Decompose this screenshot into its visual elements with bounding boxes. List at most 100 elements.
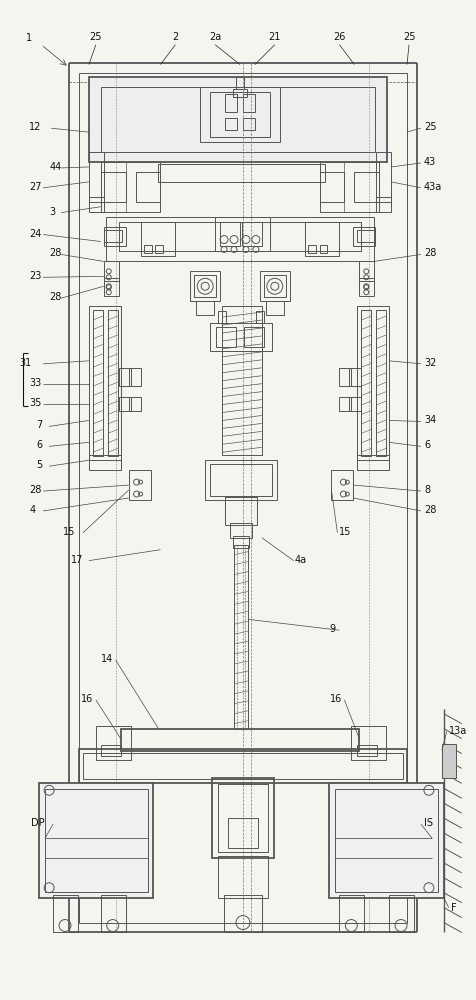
Bar [196,301,214,315]
Text: 43: 43 [423,157,435,167]
Bar [259,271,289,301]
Text: 43a: 43a [423,182,441,192]
Bar [339,895,364,932]
Bar [228,818,258,848]
Text: 1: 1 [26,33,32,43]
Bar [376,152,390,202]
Text: 12: 12 [29,122,41,132]
Bar [89,197,104,212]
Bar [106,217,373,261]
Text: 5: 5 [36,460,42,470]
Bar [242,118,254,130]
Text: 32: 32 [423,358,436,368]
Bar [120,729,358,751]
Bar [83,753,402,779]
Bar [225,497,257,525]
Bar [225,94,237,112]
Bar [236,77,243,89]
Text: 16: 16 [81,694,93,704]
Bar [100,172,125,202]
Bar [129,368,140,386]
Bar [89,455,120,470]
Bar [119,368,130,386]
Text: 6: 6 [423,440,429,450]
Text: 34: 34 [423,415,435,425]
Bar [388,895,413,932]
Bar [215,217,269,251]
Bar [104,278,119,296]
Bar [100,162,160,212]
Bar [357,306,388,460]
Text: 6: 6 [36,440,42,450]
Bar [304,222,339,256]
Bar [100,895,125,932]
Text: 4: 4 [29,505,35,515]
Text: 27: 27 [29,182,41,192]
Text: 3: 3 [49,207,55,217]
Bar [339,368,351,386]
Bar [190,271,219,301]
Bar [194,275,216,297]
Bar [234,545,248,729]
Bar [354,172,378,202]
Text: 16: 16 [329,694,341,704]
Bar [353,227,375,246]
Bar [45,789,147,892]
Text: 8: 8 [423,485,429,495]
Bar [335,789,437,892]
Text: 13a: 13a [448,726,466,736]
Bar [233,536,248,548]
Text: 28: 28 [423,248,436,258]
Bar [348,397,360,411]
Bar [357,230,375,242]
Text: 23: 23 [29,271,41,281]
Bar [158,164,325,182]
Bar [222,306,261,455]
Bar [119,222,360,251]
Bar [229,523,251,538]
Text: 14: 14 [100,654,113,664]
Bar [89,77,387,162]
Bar [339,397,351,411]
Bar [319,162,378,212]
Text: 28: 28 [29,485,41,495]
Text: 31: 31 [19,358,31,368]
Bar [376,310,386,456]
Bar [219,222,239,246]
Text: 2a: 2a [208,32,221,42]
Bar [243,327,263,347]
Bar [104,230,121,242]
Bar [357,745,377,756]
Bar [218,311,226,323]
Text: 44: 44 [49,162,61,172]
Bar [319,245,327,253]
Text: 25: 25 [423,122,436,132]
Bar [100,87,375,152]
Bar [129,397,140,411]
Bar [108,310,118,456]
Text: 15: 15 [63,527,75,537]
Text: 7: 7 [36,420,42,430]
Bar [358,261,373,281]
Bar [263,275,285,297]
Bar [39,783,153,898]
Bar [216,327,236,347]
Bar [119,397,130,411]
Text: 9: 9 [329,624,335,634]
Bar [93,310,103,456]
Bar [89,152,104,202]
Bar [441,744,455,778]
Text: 26: 26 [333,32,345,42]
Text: 4a: 4a [294,555,306,565]
Text: 15: 15 [339,527,351,537]
Bar [218,856,267,898]
Text: 35: 35 [29,398,41,408]
Bar [200,87,279,142]
Bar [225,118,237,130]
Text: 25: 25 [402,32,415,42]
Bar [140,222,175,256]
Bar [348,368,360,386]
Text: DP: DP [31,818,45,828]
Bar [242,94,254,112]
Bar [210,464,271,496]
